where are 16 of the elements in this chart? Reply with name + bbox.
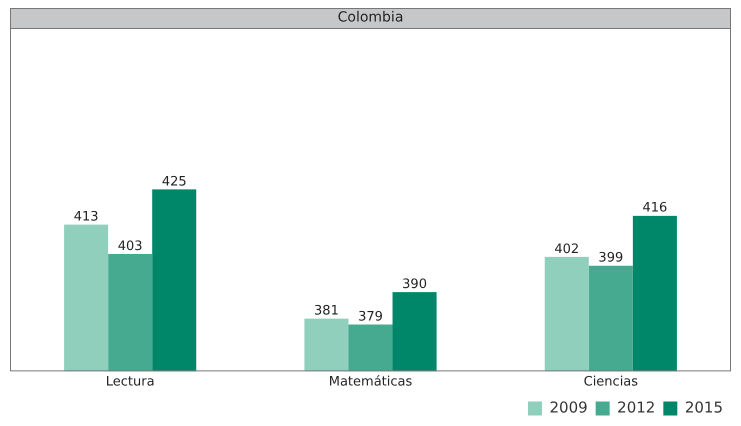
legend-label: 2012: [617, 398, 656, 416]
x-tick-label: Lectura: [106, 374, 155, 390]
data-label: 425: [162, 174, 187, 190]
legend-label: 2009: [549, 398, 588, 416]
data-label: 403: [118, 238, 143, 254]
data-label: 390: [402, 277, 427, 292]
data-label: 399: [598, 250, 624, 266]
legend-label: 2015: [684, 398, 724, 416]
data-label: 381: [314, 303, 339, 318]
chart-title: Colombia: [338, 10, 404, 26]
x-tick-label: Ciencias: [584, 374, 638, 390]
data-label: 413: [74, 210, 99, 225]
data-label: 379: [358, 309, 383, 324]
data-label: 402: [554, 242, 580, 257]
data-label: 416: [642, 200, 668, 216]
x-tick-label: Matemáticas: [328, 374, 412, 390]
